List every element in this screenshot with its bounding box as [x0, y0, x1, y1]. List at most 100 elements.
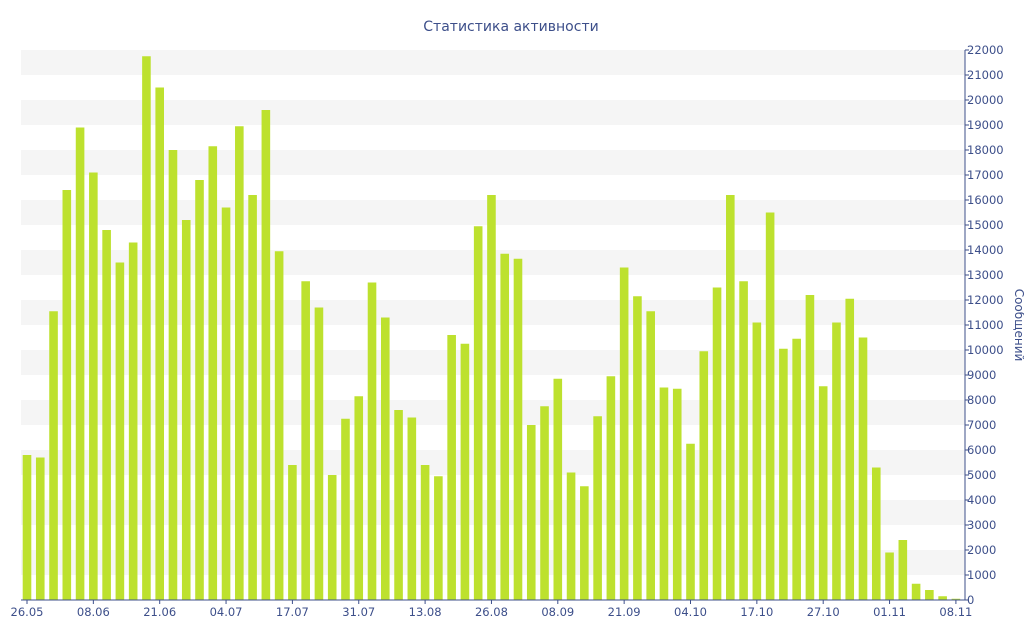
bar [818, 386, 828, 600]
bar [911, 583, 921, 600]
y-tick-label: 7000 [967, 418, 996, 432]
x-tick-label: 27.10 [807, 605, 840, 619]
bar [686, 443, 695, 600]
bar [128, 242, 138, 600]
bar [739, 281, 748, 600]
bar [261, 110, 271, 600]
bar [155, 87, 164, 600]
bar [447, 335, 456, 600]
y-tick-label: 15000 [967, 218, 1004, 232]
bar [142, 56, 151, 600]
bar [89, 172, 98, 600]
bar [168, 150, 178, 600]
y-tick-label: 18000 [967, 143, 1004, 157]
x-tick-label: 31.07 [342, 605, 375, 619]
y-tick-label: 0 [967, 593, 974, 607]
y-axis-label: Сообщений [1012, 289, 1024, 362]
x-tick-label: 01.11 [873, 605, 906, 619]
y-tick-label: 8000 [967, 393, 996, 407]
bar [805, 295, 815, 600]
bar [22, 455, 32, 600]
bar [327, 475, 337, 600]
x-tick-label: 04.10 [674, 605, 707, 619]
bar [580, 486, 589, 600]
bar [779, 348, 788, 600]
y-tick-label: 2000 [967, 543, 996, 557]
bar [487, 195, 496, 600]
y-tick-label: 1000 [967, 568, 996, 582]
grid-band [21, 100, 965, 125]
grid-band [21, 150, 965, 175]
bar [288, 465, 297, 600]
y-tick-label: 21000 [967, 68, 1004, 82]
bar [858, 337, 868, 600]
bar [672, 388, 682, 600]
bar [102, 230, 111, 600]
x-tick-label: 08.11 [939, 605, 972, 619]
y-tick-label: 19000 [967, 118, 1004, 132]
x-tick-label: 26.08 [475, 605, 508, 619]
bar [526, 425, 536, 600]
x-tick-label: 17.10 [740, 605, 773, 619]
bar [367, 282, 377, 600]
bar [407, 417, 417, 600]
bar [593, 416, 602, 600]
bar [566, 472, 576, 600]
bar [274, 251, 284, 600]
bar [195, 180, 204, 600]
bar [354, 396, 364, 600]
x-tick-label: 04.07 [210, 605, 243, 619]
x-axis-ticks: 26.05 08.06 21.06 04.07 17.07 31.07 13.08 26.08… [11, 600, 972, 619]
y-tick-label: 9000 [967, 368, 996, 382]
chart-title: Статистика активности [423, 19, 598, 35]
bar [434, 476, 443, 600]
bar [792, 338, 801, 600]
bar [646, 311, 655, 600]
y-tick-label: 5000 [967, 468, 996, 482]
bar [460, 343, 470, 600]
bar [341, 418, 350, 600]
bar [221, 207, 231, 600]
x-tick-label: 08.06 [77, 605, 110, 619]
grid-band [21, 50, 965, 75]
bar [394, 410, 403, 600]
bar [500, 253, 510, 600]
bar [885, 552, 894, 600]
bar [301, 281, 310, 600]
bar [49, 311, 58, 600]
bar [938, 596, 947, 600]
y-tick-label: 20000 [967, 93, 1004, 107]
x-tick-label: 21.09 [608, 605, 641, 619]
bar [513, 258, 523, 600]
y-axis-ticks: 0 1000 2000 3000 4000 5000 6000 7000 8000 9000 100… [965, 43, 1004, 607]
bar [35, 457, 45, 600]
bar [925, 590, 934, 600]
bar [248, 195, 257, 600]
y-tick-label: 6000 [967, 443, 996, 457]
bar [619, 267, 629, 600]
x-tick-label: 21.06 [143, 605, 176, 619]
bar [473, 226, 483, 600]
bar [845, 298, 855, 600]
bar [898, 540, 908, 600]
bar [752, 322, 762, 600]
bar [765, 212, 775, 600]
bar [62, 190, 72, 600]
bar [115, 262, 125, 600]
y-tick-label: 17000 [967, 168, 1004, 182]
bar [75, 127, 85, 600]
bar [235, 126, 244, 600]
bar [699, 351, 709, 600]
x-tick-label: 26.05 [11, 605, 44, 619]
bar [181, 220, 191, 600]
bar [208, 146, 218, 600]
x-tick-label: 08.09 [541, 605, 574, 619]
y-tick-label: 3000 [967, 518, 996, 532]
bar [659, 387, 669, 600]
x-tick-label: 13.08 [409, 605, 442, 619]
bar [712, 287, 722, 600]
bar [606, 376, 616, 600]
x-tick-label: 17.07 [276, 605, 309, 619]
y-tick-label: 10000 [967, 343, 1004, 357]
